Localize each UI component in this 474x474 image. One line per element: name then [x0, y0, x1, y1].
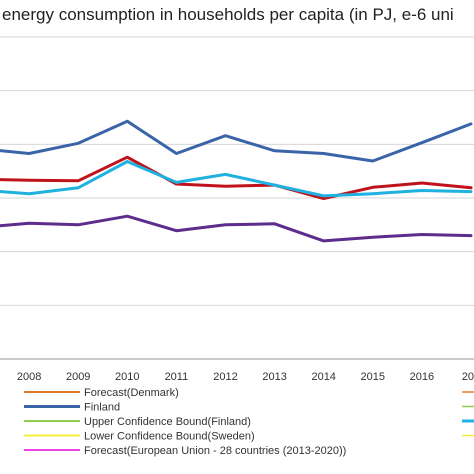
- x-tick-label: 201: [462, 371, 474, 383]
- series-line: [0, 119, 473, 163]
- x-tick-label: 2010: [115, 371, 139, 383]
- series-line: [0, 214, 473, 243]
- series-lines: [0, 119, 473, 243]
- x-tick-label: 2015: [361, 371, 385, 383]
- series-line: [0, 155, 473, 200]
- legend-label: Upper Confidence Bound(Finland): [84, 416, 251, 428]
- series-line: [0, 160, 473, 198]
- x-tick-label: 2013: [262, 371, 286, 383]
- legend: Forecast(Denmark) Finland Upper Confidence…: [24, 387, 474, 457]
- x-tick-label: 2016: [410, 371, 434, 383]
- x-tick-labels: 2008 2009 2010 2011 2012 2013 2014 2015 2016 201: [17, 371, 474, 383]
- x-tick-label: 2012: [213, 371, 237, 383]
- x-tick-label: 2008: [17, 371, 41, 383]
- x-tick-label: 2009: [66, 371, 90, 383]
- legend-label: Lower Confidence Bound(Sweden): [84, 431, 255, 443]
- legend-label: Forecast(Denmark): [84, 387, 179, 399]
- legend-label: Forecast(European Union - 28 countries (…: [84, 445, 346, 457]
- legend-label: Finland: [84, 402, 120, 414]
- x-tick-label: 2011: [165, 371, 189, 383]
- gridlines: [0, 36, 474, 306]
- chart-title: energy consumption in households per cap…: [2, 5, 454, 24]
- x-tick-label: 2014: [311, 371, 335, 383]
